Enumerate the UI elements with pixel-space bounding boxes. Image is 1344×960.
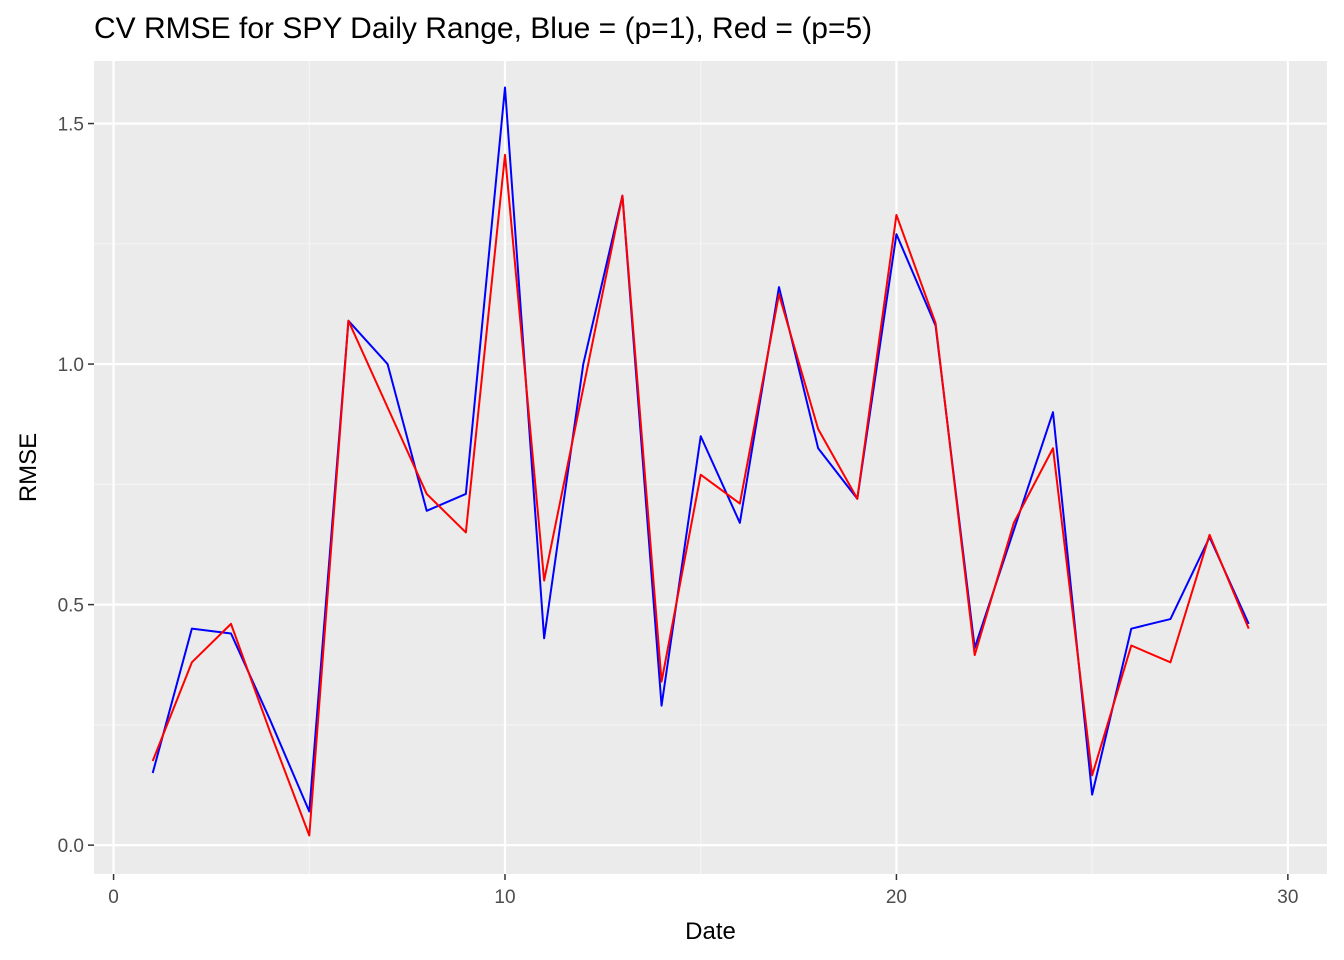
y-axis-title: RMSE: [15, 433, 42, 502]
y-tick-label: 0.5: [58, 596, 84, 617]
x-axis-title: Date: [685, 918, 736, 945]
y-axis: 0.0 0.5 1.0 1.5: [58, 115, 94, 857]
minor-gridlines: [94, 61, 1327, 874]
y-tick-label: 0.0: [58, 836, 84, 857]
x-tick-label: 30: [1277, 887, 1298, 908]
y-tick-label: 1.0: [58, 355, 84, 376]
x-tick-label: 10: [494, 887, 515, 908]
x-axis: 0 10 20 30: [108, 874, 1298, 908]
x-tick-label: 20: [886, 887, 907, 908]
x-tick-label: 0: [108, 887, 119, 908]
plot-panel: [94, 61, 1327, 874]
y-tick-label: 1.5: [58, 115, 84, 136]
chart-title: CV RMSE for SPY Daily Range, Blue = (p=1…: [94, 12, 873, 45]
major-gridlines: [94, 61, 1327, 874]
series-lines: [151, 86, 1250, 837]
series-line-2: [151, 153, 1250, 837]
